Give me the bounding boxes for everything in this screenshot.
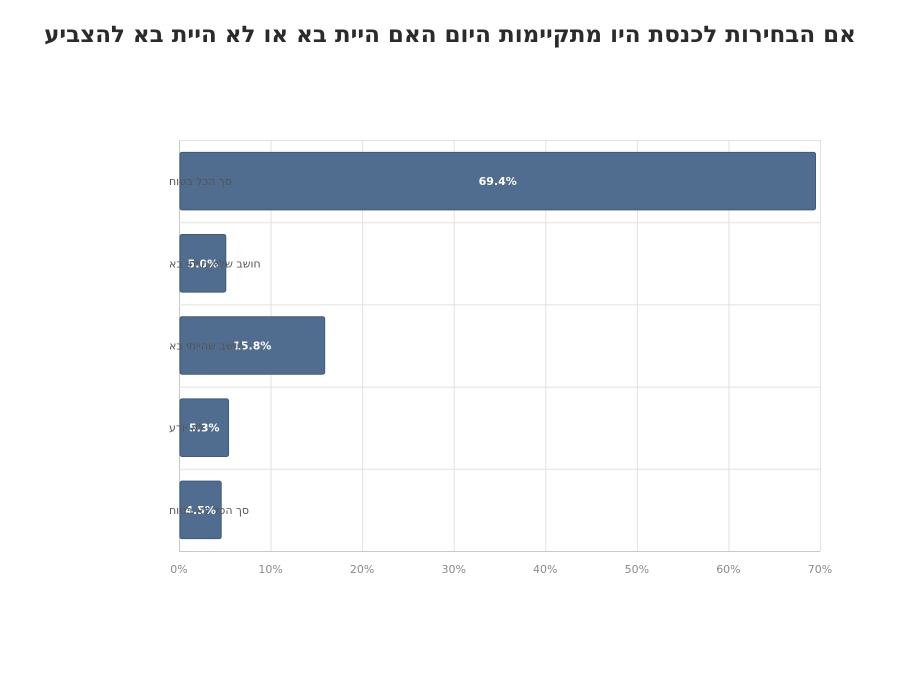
x-tick-label: 50% [625, 563, 649, 576]
bar [179, 398, 230, 457]
bar [179, 151, 817, 211]
x-tick-label: 20% [350, 563, 374, 576]
data-label: 69.4% [479, 175, 517, 188]
data-label: 4.5% [185, 504, 216, 517]
category-label: חושב שלא הייתי בא [169, 257, 261, 270]
category-label: לא יודע [169, 422, 204, 435]
x-tick-label: 40% [533, 563, 557, 576]
data-label: 5.0% [188, 257, 219, 270]
category-labels: סך הכל בטוח חושב שלא הייתי בא חושב שהייתי … [169, 175, 261, 517]
bar [179, 316, 326, 375]
category-label: חושב שהייתי בא [169, 340, 244, 353]
data-label: 5.3% [189, 422, 220, 435]
category-label: סך הכל בטוח [169, 175, 232, 188]
x-axis: 0% 10% 20% 30% 40% 50% 60% 70% [170, 563, 832, 576]
bar [179, 234, 227, 293]
bars: 69.4% 5.0% 15.8% 5.3% 4.5% [179, 151, 817, 540]
x-tick-label: 0% [170, 563, 187, 576]
category-label: סך הכל לא בטוח [169, 504, 249, 517]
bar [179, 480, 222, 540]
data-label: 15.8% [233, 340, 271, 353]
x-tick-label: 30% [441, 563, 465, 576]
chart-title: אם הבחירות לכנסת היו מתקיימות היום האם ה… [44, 22, 856, 48]
x-tick-label: 10% [258, 563, 282, 576]
x-tick-label: 70% [808, 563, 832, 576]
x-tick-label: 60% [716, 563, 740, 576]
